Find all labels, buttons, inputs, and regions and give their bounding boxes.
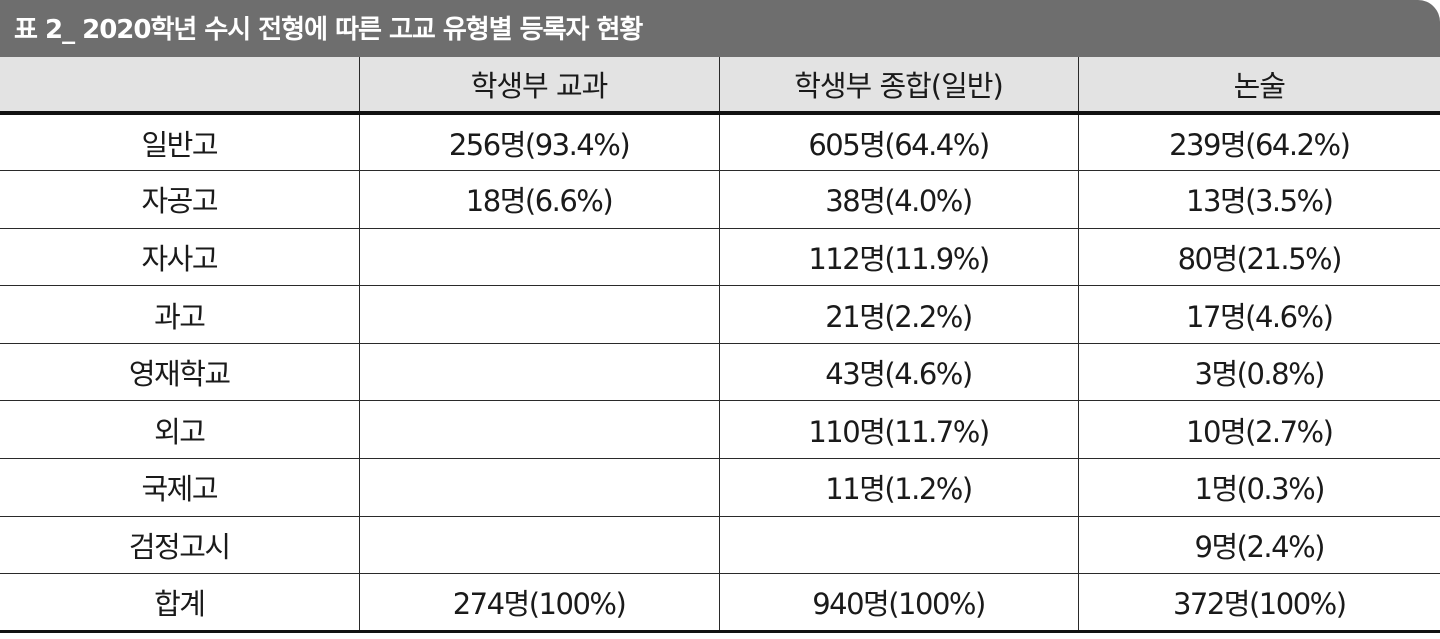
table-row: 영재학교 43명(4.6%) 3명(0.8%)	[0, 343, 1440, 402]
table-title-bar: 표 2_ 2020학년 수시 전형에 따른 고교 유형별 등록자 현황	[0, 0, 1440, 57]
jonghap-cell: 43명(4.6%)	[718, 343, 1078, 402]
table-row: 자공고 18명(6.6%) 38명(4.0%) 13명(3.5%)	[0, 170, 1440, 229]
school-type-cell: 검정고시	[0, 516, 359, 575]
nonsul-cell: 3명(0.8%)	[1077, 343, 1440, 402]
school-type-cell: 외고	[0, 400, 359, 460]
nonsul-cell: 80명(21.5%)	[1077, 228, 1440, 287]
gyogwa-cell	[358, 343, 719, 402]
jonghap-cell: 940명(100%)	[718, 573, 1078, 633]
jonghap-cell: 38명(4.0%)	[718, 170, 1078, 229]
nonsul-cell: 10명(2.7%)	[1077, 400, 1440, 460]
school-type-cell: 국제고	[0, 458, 359, 517]
header-cell-empty	[0, 57, 359, 115]
jonghap-cell	[718, 516, 1078, 575]
nonsul-cell: 17명(4.6%)	[1077, 285, 1440, 344]
table-row: 자사고 112명(11.9%) 80명(21.5%)	[0, 228, 1440, 287]
gyogwa-cell	[358, 400, 719, 460]
gyogwa-cell	[358, 516, 719, 575]
header-cell-jonghap: 학생부 종합(일반)	[718, 57, 1078, 115]
gyogwa-cell: 256명(93.4%)	[358, 113, 719, 172]
jonghap-cell: 11명(1.2%)	[718, 458, 1078, 517]
jonghap-cell: 605명(64.4%)	[718, 113, 1078, 172]
header-row: 학생부 교과 학생부 종합(일반) 논술	[0, 57, 1440, 115]
nonsul-cell: 372명(100%)	[1077, 573, 1440, 633]
table-row: 과고 21명(2.2%) 17명(4.6%)	[0, 285, 1440, 344]
school-type-cell: 영재학교	[0, 343, 359, 402]
gyogwa-cell: 18명(6.6%)	[358, 170, 719, 229]
table-row: 일반고 256명(93.4%) 605명(64.4%) 239명(64.2%)	[0, 113, 1440, 172]
table-row: 국제고 11명(1.2%) 1명(0.3%)	[0, 458, 1440, 517]
school-type-cell: 일반고	[0, 113, 359, 172]
jonghap-cell: 21명(2.2%)	[718, 285, 1078, 344]
school-type-cell: 합계	[0, 573, 359, 633]
table-row: 외고 110명(11.7%) 10명(2.7%)	[0, 400, 1440, 460]
table-title: 표 2_ 2020학년 수시 전형에 따른 고교 유형별 등록자 현황	[14, 15, 643, 45]
nonsul-cell: 9명(2.4%)	[1077, 516, 1440, 575]
nonsul-cell: 1명(0.3%)	[1077, 458, 1440, 517]
registrant-table: 학생부 교과 학생부 종합(일반) 논술 일반고 256명(93.4%) 605…	[0, 57, 1440, 633]
header-cell-nonsul: 논술	[1077, 57, 1440, 115]
gyogwa-cell	[358, 285, 719, 344]
total-row: 합계 274명(100%) 940명(100%) 372명(100%)	[0, 573, 1440, 633]
nonsul-cell: 13명(3.5%)	[1077, 170, 1440, 229]
jonghap-cell: 110명(11.7%)	[718, 400, 1078, 460]
jonghap-cell: 112명(11.9%)	[718, 228, 1078, 287]
school-type-cell: 자공고	[0, 170, 359, 229]
table-row: 검정고시 9명(2.4%)	[0, 516, 1440, 575]
nonsul-cell: 239명(64.2%)	[1077, 113, 1440, 172]
gyogwa-cell	[358, 228, 719, 287]
gyogwa-cell: 274명(100%)	[358, 573, 719, 633]
gyogwa-cell	[358, 458, 719, 517]
school-type-cell: 과고	[0, 285, 359, 344]
school-type-cell: 자사고	[0, 228, 359, 287]
header-cell-gyogwa: 학생부 교과	[358, 57, 719, 115]
